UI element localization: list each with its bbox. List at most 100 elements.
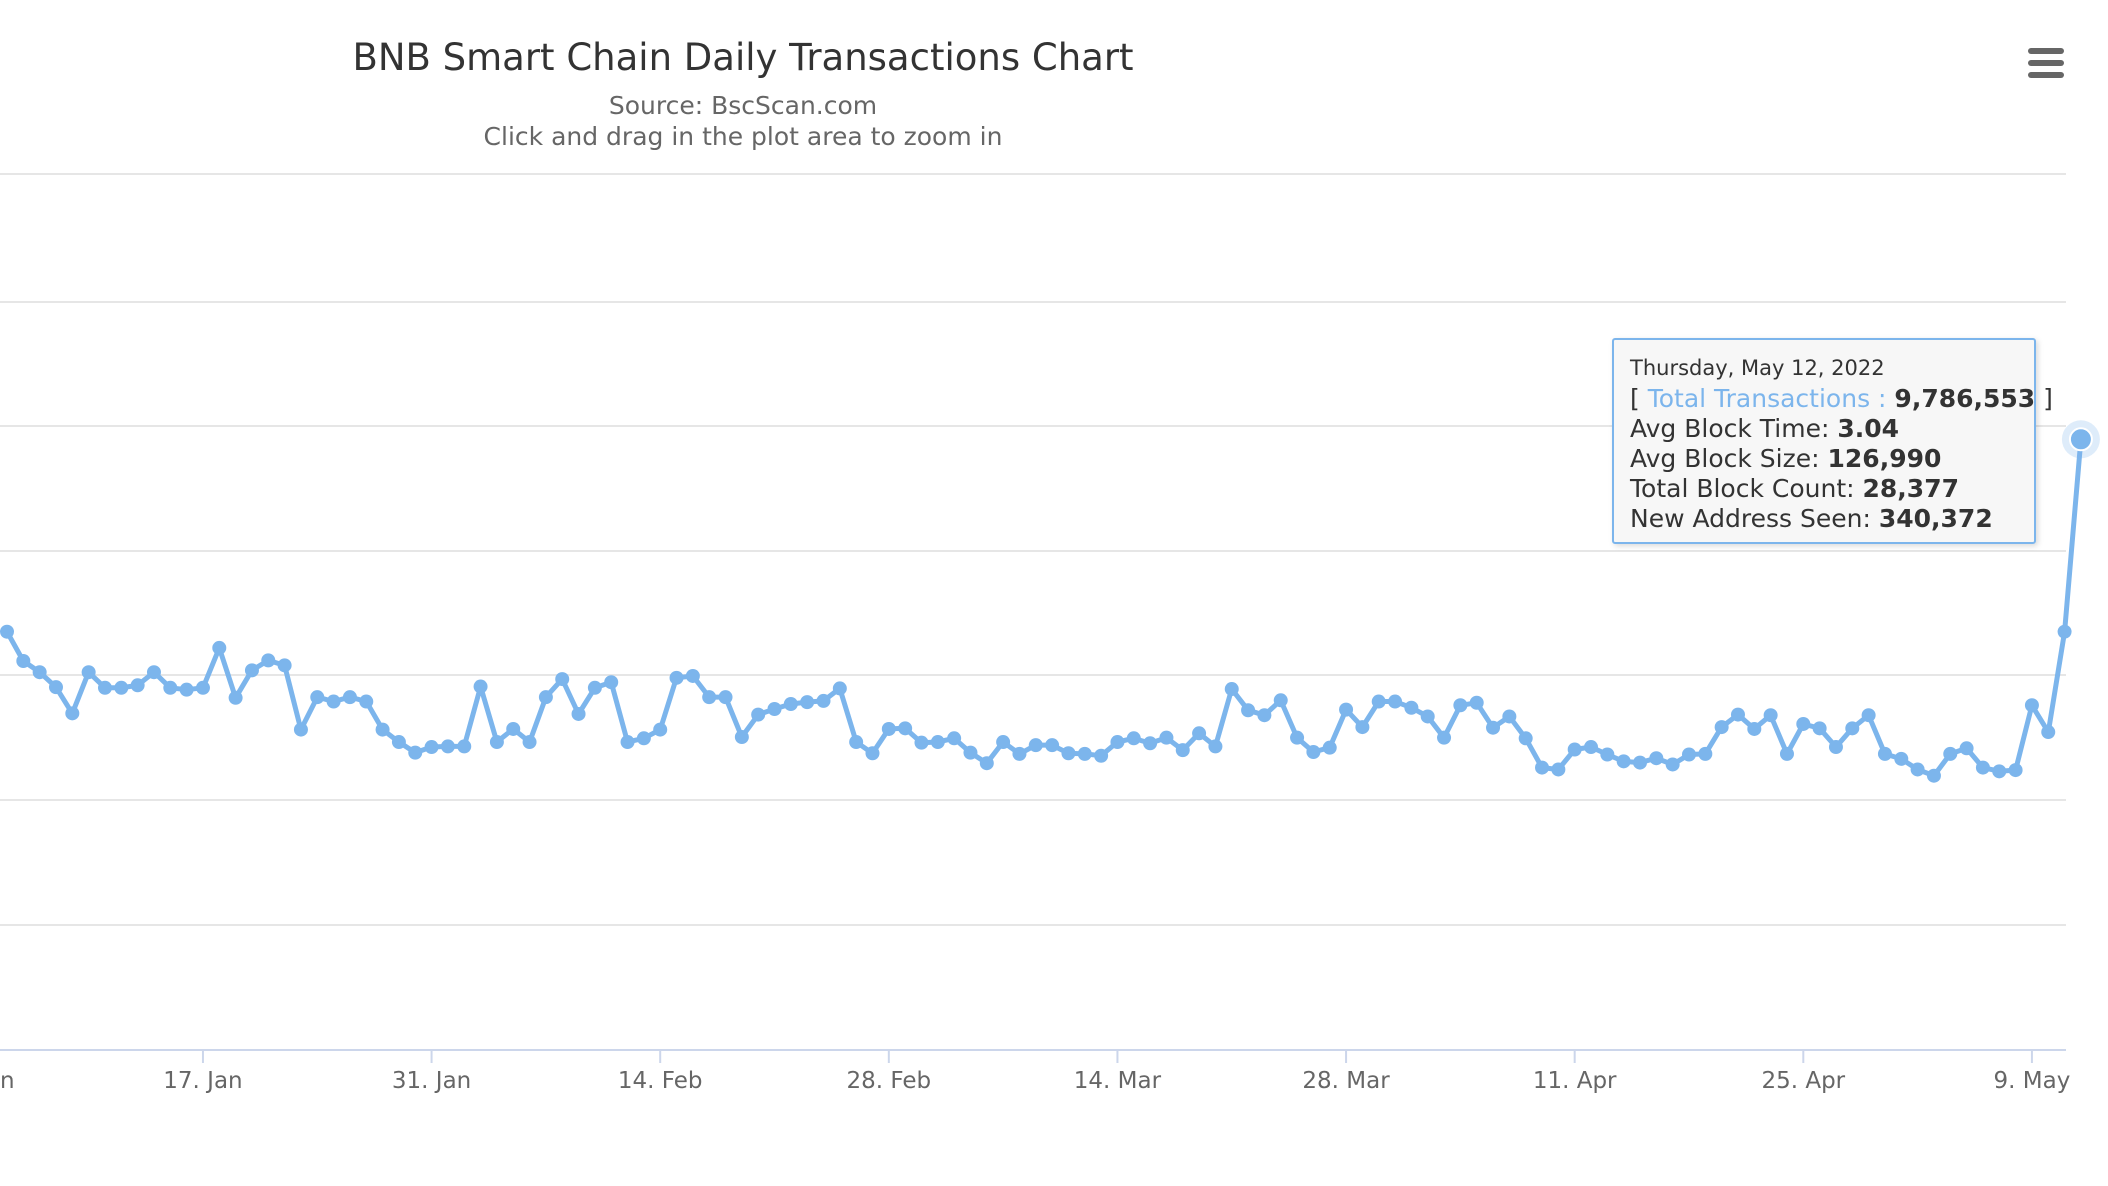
data-point[interactable] <box>767 701 782 716</box>
data-point[interactable] <box>1192 726 1207 741</box>
data-point[interactable] <box>293 722 308 737</box>
data-point[interactable] <box>734 730 749 745</box>
data-point[interactable] <box>1698 746 1713 761</box>
data-point[interactable] <box>473 679 488 694</box>
data-point[interactable] <box>1077 746 1092 761</box>
data-point[interactable] <box>0 624 14 639</box>
data-point[interactable] <box>65 706 80 721</box>
data-point[interactable] <box>1845 721 1860 736</box>
data-point[interactable] <box>1306 745 1321 760</box>
data-point[interactable] <box>587 680 602 695</box>
data-point[interactable] <box>1763 708 1778 723</box>
data-point[interactable] <box>1600 747 1615 762</box>
data-point[interactable] <box>2008 763 2023 778</box>
data-point[interactable] <box>930 735 945 750</box>
data-point[interactable] <box>114 680 129 695</box>
data-point[interactable] <box>1126 731 1141 746</box>
data-point[interactable] <box>506 721 521 736</box>
data-point[interactable] <box>16 653 31 668</box>
data-point[interactable] <box>1028 738 1043 753</box>
data-point[interactable] <box>342 690 357 705</box>
data-point[interactable] <box>359 694 374 709</box>
data-point[interactable] <box>1943 746 1958 761</box>
data-point[interactable] <box>146 665 161 680</box>
data-point[interactable] <box>1339 702 1354 717</box>
data-point[interactable] <box>1012 746 1027 761</box>
data-point[interactable] <box>1355 720 1370 735</box>
data-point[interactable] <box>1322 740 1337 755</box>
data-point[interactable] <box>261 653 276 668</box>
data-point[interactable] <box>1175 743 1190 758</box>
data-point[interactable] <box>718 690 733 705</box>
data-point[interactable] <box>1273 693 1288 708</box>
data-point[interactable] <box>1616 754 1631 769</box>
data-point[interactable] <box>1747 721 1762 736</box>
data-point[interactable] <box>604 675 619 690</box>
data-point[interactable] <box>963 745 978 760</box>
data-point[interactable] <box>1257 708 1272 723</box>
data-point[interactable] <box>1665 757 1680 772</box>
data-point[interactable] <box>1486 720 1501 735</box>
data-point[interactable] <box>1502 709 1517 724</box>
data-point[interactable] <box>1061 746 1076 761</box>
data-point[interactable] <box>326 694 341 709</box>
data-point[interactable] <box>48 680 63 695</box>
data-point[interactable] <box>1094 748 1109 763</box>
data-point[interactable] <box>1584 740 1599 755</box>
data-point[interactable] <box>130 678 145 693</box>
data-point[interactable] <box>783 697 798 712</box>
data-point[interactable] <box>1420 709 1435 724</box>
data-point[interactable] <box>1143 736 1158 751</box>
data-point[interactable] <box>1551 762 1566 777</box>
data-point[interactable] <box>408 745 423 760</box>
data-point[interactable] <box>1730 707 1745 722</box>
data-point[interactable] <box>1535 760 1550 775</box>
data-point[interactable] <box>1224 682 1239 697</box>
data-point[interactable] <box>816 693 831 708</box>
data-point[interactable] <box>375 722 390 737</box>
data-point[interactable] <box>1159 730 1174 745</box>
data-point[interactable] <box>1796 716 1811 731</box>
data-point[interactable] <box>1714 720 1729 735</box>
data-point[interactable] <box>522 735 537 750</box>
data-point[interactable] <box>1861 708 1876 723</box>
data-point[interactable] <box>1404 700 1419 715</box>
data-point[interactable] <box>1208 739 1223 754</box>
data-point[interactable] <box>97 680 112 695</box>
data-point[interactable] <box>244 663 259 678</box>
data-point[interactable] <box>489 735 504 750</box>
data-point[interactable] <box>277 658 292 673</box>
data-point[interactable] <box>653 722 668 737</box>
data-point[interactable] <box>914 735 929 750</box>
data-point[interactable] <box>947 731 962 746</box>
data-point[interactable] <box>212 640 227 655</box>
data-point[interactable] <box>1241 703 1256 718</box>
data-point[interactable] <box>800 695 815 710</box>
data-point[interactable] <box>1518 731 1533 746</box>
data-point[interactable] <box>1877 746 1892 761</box>
data-point[interactable] <box>228 690 243 705</box>
data-point[interactable] <box>195 680 210 695</box>
data-point[interactable] <box>1779 746 1794 761</box>
data-point[interactable] <box>751 707 766 722</box>
data-point[interactable] <box>538 690 553 705</box>
data-point[interactable] <box>1371 694 1386 709</box>
data-point[interactable] <box>555 672 570 687</box>
data-point[interactable] <box>391 735 406 750</box>
data-point[interactable] <box>1959 741 1974 756</box>
data-point[interactable] <box>2057 624 2072 639</box>
data-point[interactable] <box>979 756 994 771</box>
data-point[interactable] <box>1453 698 1468 713</box>
data-point[interactable] <box>620 735 635 750</box>
data-point[interactable] <box>1045 738 1060 753</box>
data-point[interactable] <box>2068 427 2093 452</box>
data-point[interactable] <box>1926 768 1941 783</box>
data-point[interactable] <box>424 740 439 755</box>
data-point[interactable] <box>1388 694 1403 709</box>
data-point[interactable] <box>996 735 1011 750</box>
data-point[interactable] <box>865 746 880 761</box>
data-point[interactable] <box>832 681 847 696</box>
data-point[interactable] <box>310 690 325 705</box>
data-point[interactable] <box>1975 760 1990 775</box>
